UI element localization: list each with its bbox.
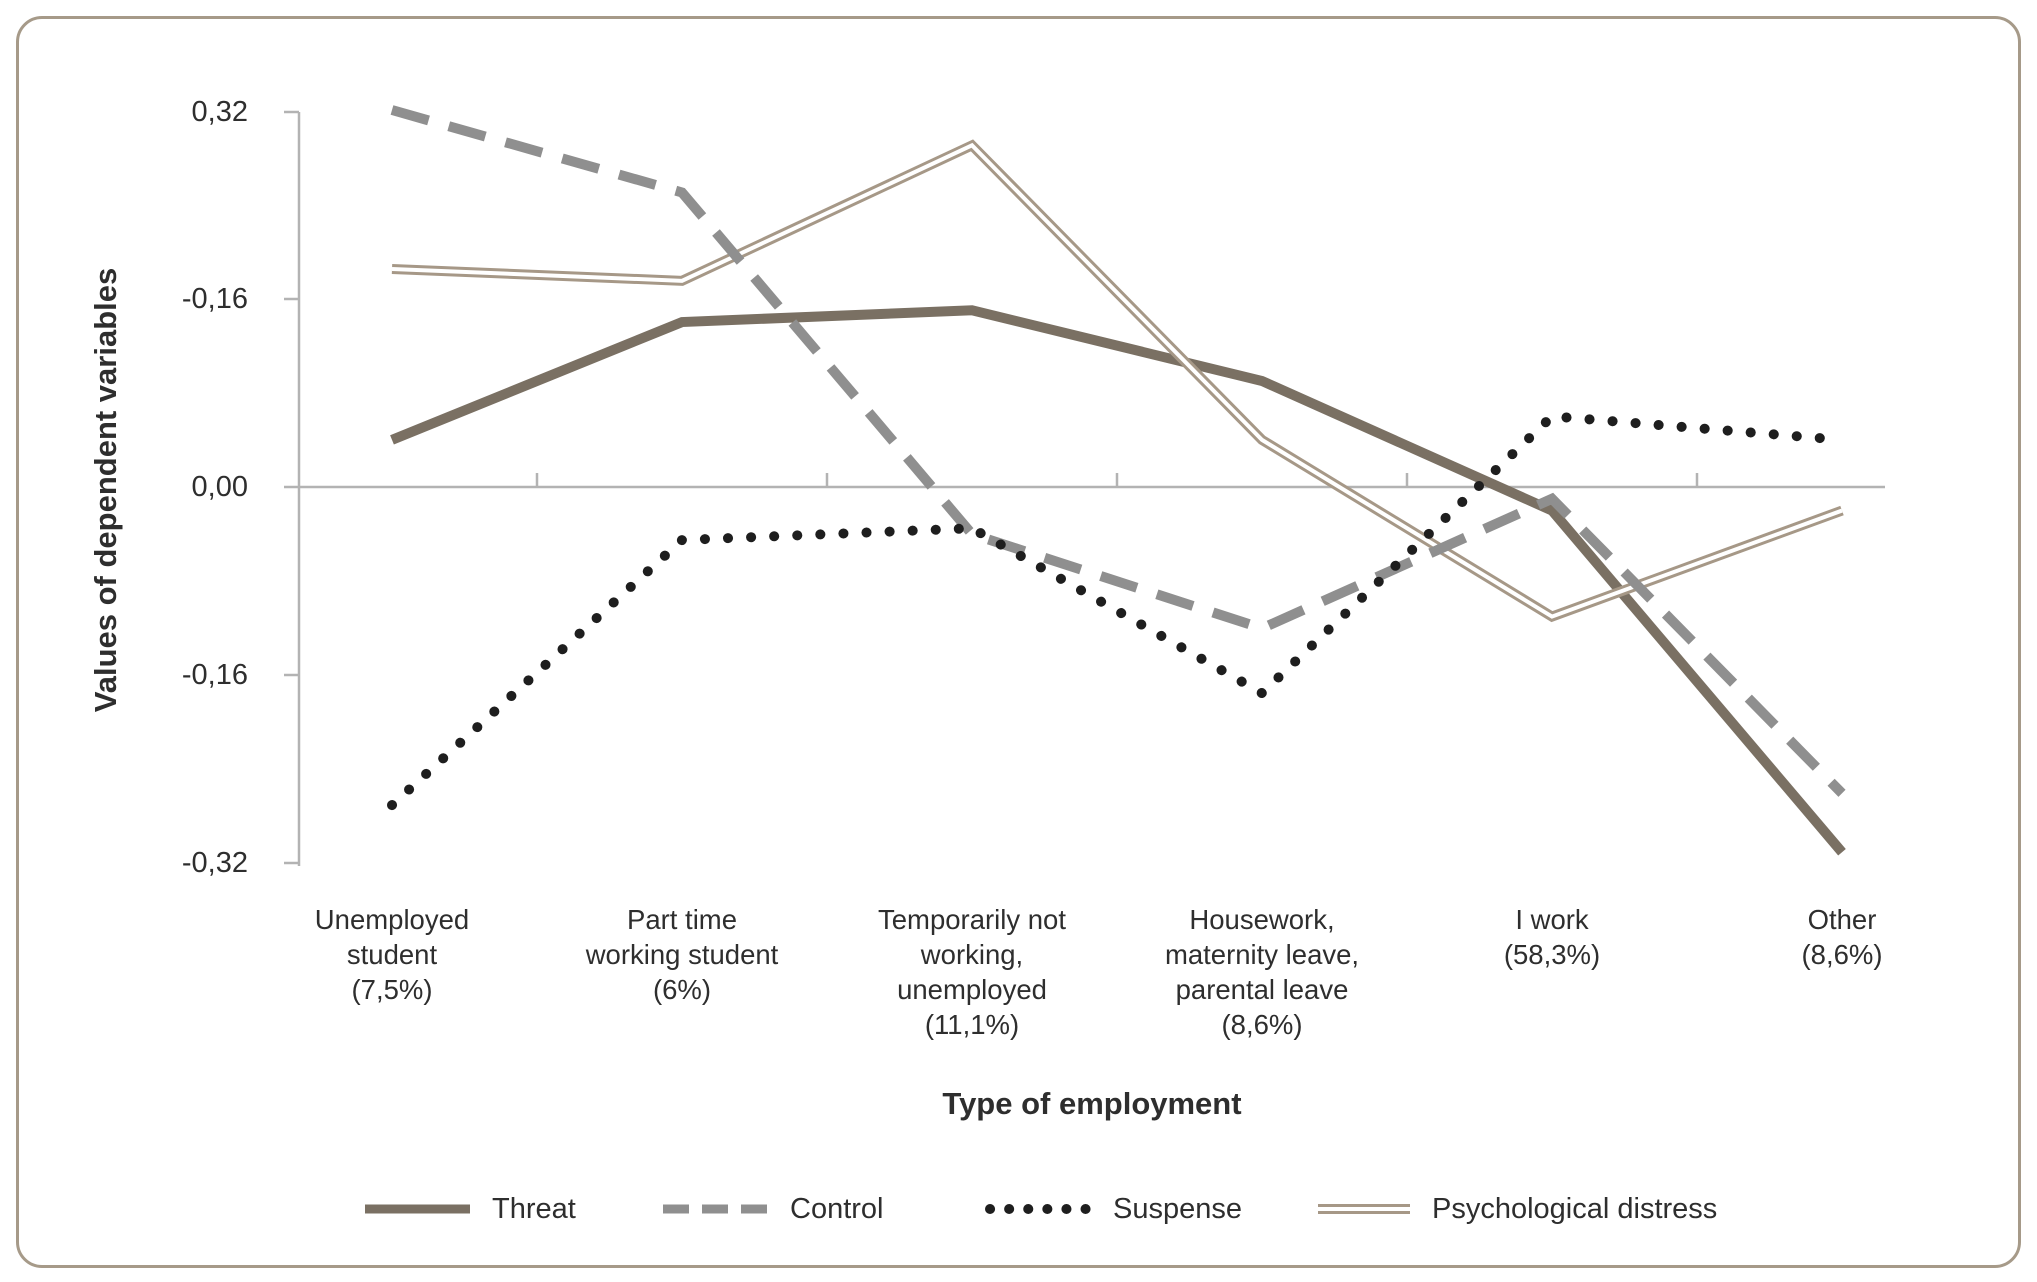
suspense-dotted-swatch-icon [985,1204,1091,1214]
legend-label: Psychological distress [1432,1192,1718,1225]
control-dashed-swatch-icon [663,1204,768,1214]
y-axis-title: Values of dependent variables [88,267,123,713]
threat-line-swatch-icon [365,1204,470,1214]
y-tick-label: -0,16 [181,659,248,691]
legend-label: Control [790,1192,884,1225]
legend-item-threat: Threat [365,1190,576,1228]
x-category-label: Part time working student (6%) [585,904,779,1005]
psychological-distress-double-line-swatch-icon [1318,1204,1410,1214]
legend-label: Threat [492,1192,576,1225]
y-tick-label: -0,32 [181,847,248,879]
axes [284,110,1885,866]
series-line-psychological-distress-inner-gap [391,142,1843,619]
x-category-label: Other (8,6%) [1801,904,1883,970]
x-category-label: Unemployed student (7,5%) [314,904,470,1005]
data-series-group [387,105,1847,856]
y-tick-label: -0,16 [181,283,248,315]
x-category-label: Housework, maternity leave, parental lea… [1164,904,1360,1040]
legend-label: Suspense [1113,1192,1242,1225]
y-tick-label: 0,32 [191,96,248,128]
x-axis-title: Type of employment [942,1086,1242,1121]
legend-item-control: Control [663,1190,884,1228]
legend-item-psychological-distress: Psychological distress [1318,1190,1717,1228]
series-line-suspense [387,411,1847,811]
series-line-threat [390,305,1846,856]
series-line-psychological-distress [391,139,1844,623]
x-category-label: I work (58,3%) [1503,904,1601,970]
series-line-control [390,105,1846,797]
x-category-label: Temporarily not working, unemployed (11,… [878,904,1066,1040]
y-tick-label: 0,00 [191,471,248,503]
legend-item-suspense: Suspense [985,1190,1242,1228]
